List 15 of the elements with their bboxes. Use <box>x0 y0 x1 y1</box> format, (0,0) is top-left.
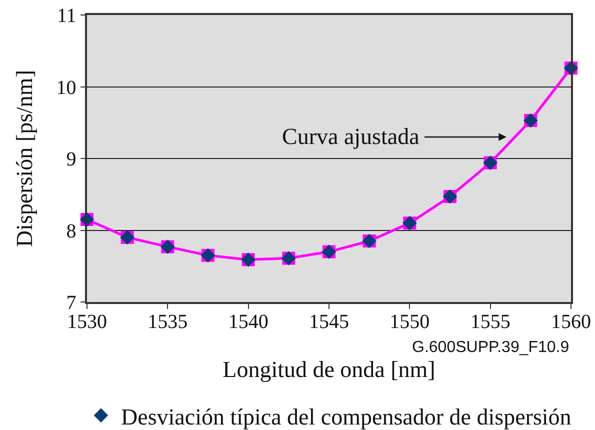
y-tick-label: 8 <box>66 220 76 242</box>
x-tick-label: 1540 <box>228 310 268 333</box>
legend-label: Desviación típica del compensador de dispersión <box>121 404 572 430</box>
x-tick-label: 1535 <box>148 310 188 333</box>
x-axis-title: Longitud de onda [nm] <box>222 356 436 382</box>
x-tick-label: 1545 <box>309 310 349 333</box>
text: G.600SUPP.39_F10.9 <box>412 339 570 356</box>
x-tick-label: 1555 <box>470 310 510 333</box>
y-tick-label: 9 <box>66 148 76 170</box>
y-tick-label: 10 <box>56 76 76 99</box>
y-axis-title: Dispersión [ps/nm] <box>12 70 38 247</box>
x-tick-label: 1560 <box>551 310 591 333</box>
annotation: Curva ajustada <box>282 124 420 149</box>
x-tick-label: 1550 <box>390 310 430 333</box>
y-tick-label: 11 <box>56 5 76 27</box>
